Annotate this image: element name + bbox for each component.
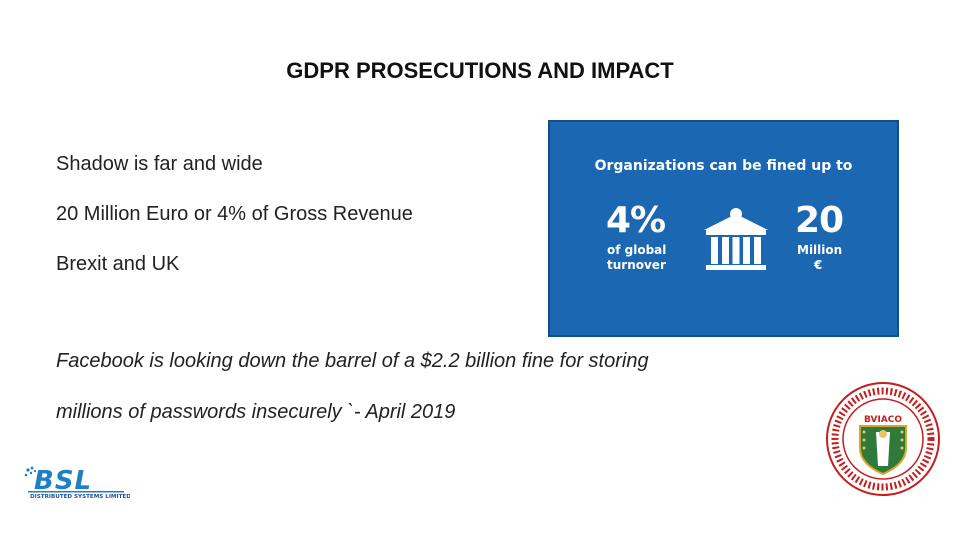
fine-million-value: 20 (795, 200, 844, 241)
million-caption: Million (797, 243, 843, 257)
quote-line-1: Facebook is looking down the barrel of a… (56, 350, 649, 372)
bviaco-seal-logo: BVIACO (826, 382, 940, 496)
svg-text:DISTRIBUTED SYSTEMS LIMITED: DISTRIBUTED SYSTEMS LIMITED (30, 494, 130, 500)
quote-line-2: millions of passwords insecurely `- Apri… (56, 401, 456, 423)
turnover-caption-2: turnover (607, 258, 666, 272)
bullet-brexit: Brexit and UK (56, 253, 180, 275)
fine-infographic: Organizations can be fined up to 4% of g… (548, 120, 899, 337)
bank-building-icon (704, 208, 768, 270)
turnover-percent: 4% (606, 200, 666, 241)
slide-title: GDPR PROSECUTIONS AND IMPACT (286, 58, 674, 83)
bsl-logo: BSL DISTRIBUTED SYSTEMS LIMITED (24, 466, 130, 500)
bullet-fine-amount: 20 Million Euro or 4% of Gross Revenue (56, 203, 413, 225)
bullet-shadow: Shadow is far and wide (56, 153, 263, 175)
svg-text:BVIACO: BVIACO (864, 415, 902, 425)
euro-caption: € (814, 258, 823, 272)
infographic-heading: Organizations can be fined up to (594, 158, 853, 174)
turnover-caption-1: of global (607, 243, 667, 257)
